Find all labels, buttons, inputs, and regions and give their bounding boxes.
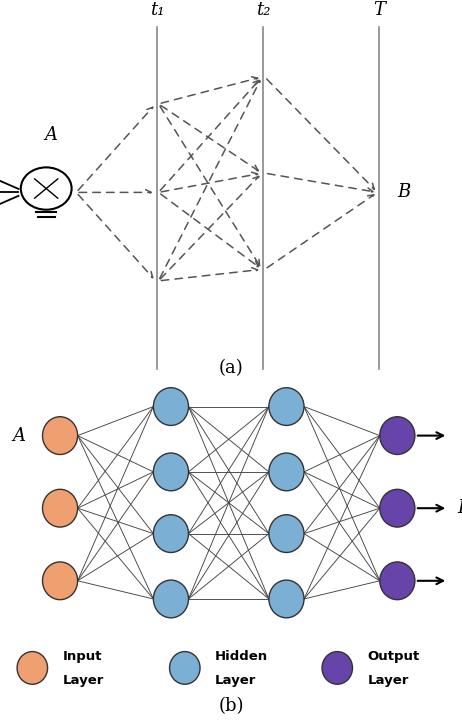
Ellipse shape bbox=[153, 515, 188, 552]
Ellipse shape bbox=[269, 453, 304, 491]
Ellipse shape bbox=[43, 489, 78, 527]
Ellipse shape bbox=[170, 652, 200, 684]
Text: Output: Output bbox=[367, 650, 419, 663]
Ellipse shape bbox=[43, 562, 78, 600]
Text: Layer: Layer bbox=[367, 674, 409, 687]
Ellipse shape bbox=[43, 417, 78, 454]
Text: B: B bbox=[457, 499, 462, 517]
Text: Layer: Layer bbox=[62, 674, 104, 687]
Text: t₂: t₂ bbox=[256, 1, 271, 19]
Text: Hidden: Hidden bbox=[215, 650, 268, 663]
Text: Layer: Layer bbox=[215, 674, 256, 687]
Ellipse shape bbox=[17, 652, 48, 684]
Text: T: T bbox=[373, 1, 385, 19]
Ellipse shape bbox=[380, 417, 415, 454]
Text: B: B bbox=[397, 184, 411, 201]
Ellipse shape bbox=[322, 652, 353, 684]
Ellipse shape bbox=[153, 580, 188, 618]
Text: (b): (b) bbox=[218, 697, 244, 715]
Ellipse shape bbox=[153, 388, 188, 425]
Text: A: A bbox=[44, 126, 57, 144]
Ellipse shape bbox=[269, 388, 304, 425]
Ellipse shape bbox=[380, 489, 415, 527]
Ellipse shape bbox=[269, 515, 304, 552]
Ellipse shape bbox=[153, 453, 188, 491]
Ellipse shape bbox=[269, 580, 304, 618]
Text: Input: Input bbox=[62, 650, 102, 663]
Text: t₁: t₁ bbox=[150, 1, 164, 19]
Text: (a): (a) bbox=[219, 359, 243, 377]
Ellipse shape bbox=[380, 562, 415, 600]
Text: A: A bbox=[12, 427, 25, 444]
Circle shape bbox=[21, 168, 72, 210]
